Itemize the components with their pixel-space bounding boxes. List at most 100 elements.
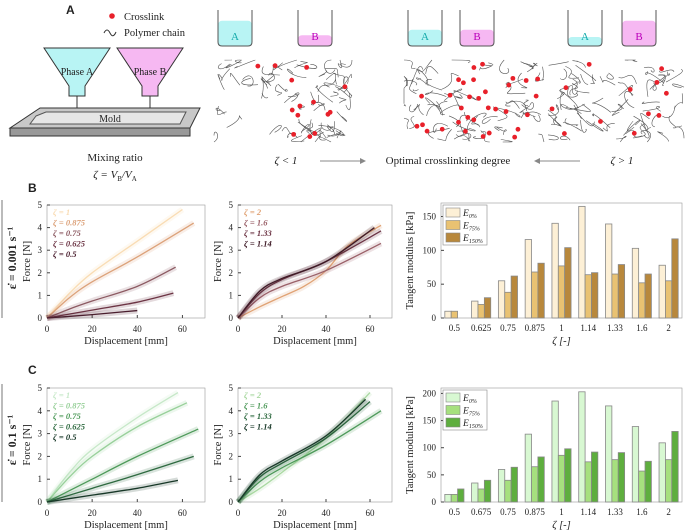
crosslink-dot (656, 113, 662, 118)
polymer-chain (451, 59, 471, 64)
beaker-liquid (622, 20, 656, 46)
crosslink-dot (447, 92, 453, 98)
polymer-chain (576, 112, 595, 127)
polymer-chain (409, 79, 417, 95)
polymer-chain (572, 78, 590, 94)
x-tick-label: 1.33 (607, 507, 623, 517)
legend-entry: ζ = 0.5 (53, 249, 77, 259)
legend-label: E150% (462, 419, 483, 430)
polymer-chain (323, 82, 346, 90)
polymer-chain (580, 119, 587, 133)
series-line (46, 222, 195, 319)
polymer-chain (234, 59, 242, 64)
polymer-chain (287, 92, 300, 97)
x-tick-label: 60 (178, 508, 188, 518)
polymer-chain (548, 104, 559, 117)
y-tick-label: 200 (423, 388, 437, 398)
legend-label-sub: 75% (469, 412, 480, 418)
y-tick-label: 3 (229, 429, 234, 439)
polymer-chain (269, 125, 282, 135)
polymer-chain (412, 89, 419, 92)
series-line (46, 479, 179, 503)
x-axis-label: Displacement [mm] (273, 520, 357, 530)
legend: E0%E75%E150% (442, 389, 488, 431)
bar (537, 262, 545, 319)
y-tick-label: 3 (38, 245, 43, 255)
legend-label: E0% (462, 394, 477, 405)
y-tick-label: 4 (38, 406, 43, 416)
x-tick-label: 0 (236, 508, 241, 518)
panel-label-c: C (28, 363, 37, 377)
phase-a-funnel: Phase A (43, 47, 111, 114)
x-tick-label: 1.14 (580, 507, 596, 517)
polymer-chain (403, 117, 409, 130)
y-tick-label: 0 (229, 313, 234, 323)
polymer-chain (633, 115, 651, 131)
y-tick-label: 2 (229, 268, 234, 278)
x-tick-label: 40 (133, 508, 143, 518)
series-line (237, 410, 382, 503)
y-tick-label: 4 (229, 406, 234, 416)
polymer-chain (273, 59, 297, 70)
polymer-chain (494, 126, 503, 132)
crosslink-dot (515, 126, 521, 132)
x-axis-label: ζ [-] (552, 520, 571, 530)
x-tick-label: 1 (559, 323, 564, 333)
crosslink-dot (342, 84, 348, 90)
polymer-chain (441, 73, 459, 90)
x-tick-label: 0 (45, 324, 50, 334)
polymer-chain (215, 107, 225, 115)
polymer-chain (403, 104, 407, 107)
chart-b1: 0 1 2 3 4 5 Force [N] Displacement [mm] 0 20 40 60 ζ… (22, 200, 206, 347)
legend-label-sub: 150% (469, 424, 483, 430)
polymer-chain (618, 74, 637, 84)
bar (611, 459, 619, 503)
legend-label-sub: 0% (469, 399, 477, 405)
y-tick-label: 2 (38, 451, 43, 461)
polymer-chain (300, 127, 322, 143)
series-line (237, 230, 382, 319)
polymer-chain (315, 85, 334, 103)
bar (638, 470, 646, 503)
beaker-outline (621, 10, 657, 47)
beaker-outline (459, 10, 495, 47)
polymer-chain (287, 68, 307, 78)
legend-entry: ζ = 1.14 (244, 422, 272, 432)
x-axis-label: Displacement [mm] (84, 520, 168, 530)
bar (671, 238, 679, 319)
polymer-chain (533, 114, 541, 122)
arrow-right-icon (360, 158, 366, 164)
crosslink-dot (586, 61, 592, 67)
polymer-chain (645, 71, 665, 84)
polymer-chain (571, 73, 581, 84)
polymer-networks (213, 59, 685, 143)
polymer-chain (564, 118, 579, 126)
x-tick-label: 0.5 (449, 323, 461, 333)
polymer-chain (241, 77, 258, 86)
polymer-chain (226, 115, 243, 128)
x-tick-label: 1.6 (636, 507, 648, 517)
x-tick-label: 1 (559, 507, 564, 517)
y-axis-label: Force [N] (213, 241, 224, 282)
y-tick-label: 5 (229, 383, 234, 393)
bar (531, 466, 539, 503)
mixing-ratio-label: Mixing ratio (87, 152, 143, 164)
beaker-outline (407, 10, 443, 47)
polymer-chain (676, 125, 685, 139)
beaker-label: A (231, 31, 239, 43)
series-line (237, 242, 382, 319)
bar (557, 454, 566, 503)
bar (631, 247, 640, 319)
y-tick-label: 1 (38, 290, 43, 300)
y-tick-label: 4 (229, 223, 234, 233)
legend-crosslink: Crosslink (124, 12, 165, 23)
beaker-a: A (217, 10, 253, 47)
x-tick-label: 0.625 (471, 323, 492, 333)
legend-entry: ζ = 1.6 (244, 218, 268, 228)
phase-b-funnel: Phase B (116, 47, 184, 114)
y-tick-label: 4 (38, 223, 43, 233)
phase-a-label: Phase A (61, 67, 94, 78)
polymer-chain (218, 63, 231, 70)
bar (584, 461, 592, 503)
